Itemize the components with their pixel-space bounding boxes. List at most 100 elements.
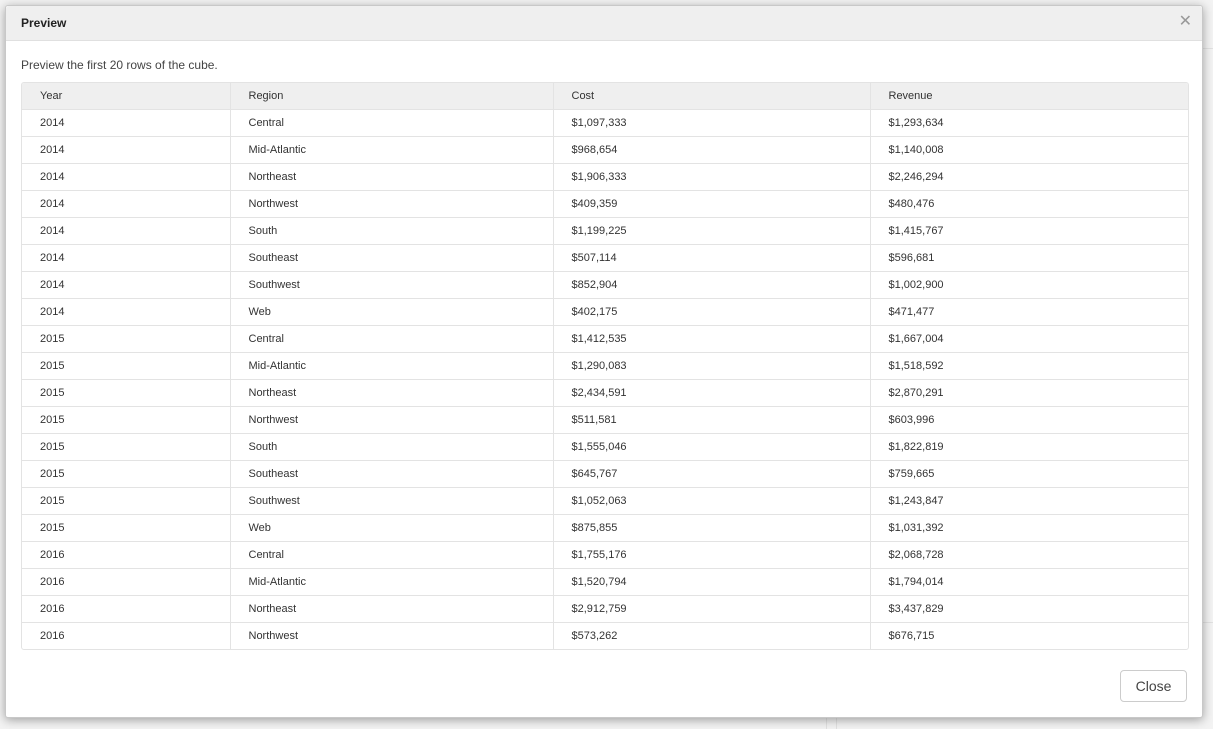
table-row: 2015 Northeast $2,434,591 $2,870,291 (22, 379, 1188, 407)
cell-cost: $1,520,794 (553, 568, 871, 596)
cell-year: 2015 (22, 352, 231, 380)
cell-cost: $2,434,591 (553, 379, 871, 407)
cell-region: Northwest (230, 622, 554, 649)
cell-cost: $402,175 (553, 298, 871, 326)
table-row: 2014 Southwest $852,904 $1,002,900 (22, 271, 1188, 299)
cell-year: 2016 (22, 595, 231, 623)
cell-cost: $2,912,759 (553, 595, 871, 623)
cell-region: Mid-Atlantic (230, 568, 554, 596)
cell-cost: $1,906,333 (553, 163, 871, 191)
cell-cost: $852,904 (553, 271, 871, 299)
cell-region: Central (230, 325, 554, 353)
background-divider (836, 718, 837, 729)
cell-year: 2016 (22, 568, 231, 596)
table-row: 2015 Southeast $645,767 $759,665 (22, 460, 1188, 488)
cell-cost: $968,654 (553, 136, 871, 164)
table-row: 2014 Web $402,175 $471,477 (22, 298, 1188, 326)
column-header-cost: Cost (553, 83, 871, 110)
cell-region: Southeast (230, 460, 554, 488)
cell-revenue: $1,822,819 (870, 433, 1188, 461)
cell-revenue: $2,068,728 (870, 541, 1188, 569)
cell-revenue: $1,794,014 (870, 568, 1188, 596)
table-row: 2015 Web $875,855 $1,031,392 (22, 514, 1188, 542)
table-row: 2015 Central $1,412,535 $1,667,004 (22, 325, 1188, 353)
cell-revenue: $2,246,294 (870, 163, 1188, 191)
column-header-region: Region (230, 83, 554, 110)
cell-revenue: $603,996 (870, 406, 1188, 434)
cell-cost: $507,114 (553, 244, 871, 272)
table-row: 2016 Northeast $2,912,759 $3,437,829 (22, 595, 1188, 623)
table-row: 2014 South $1,199,225 $1,415,767 (22, 217, 1188, 245)
cell-year: 2015 (22, 514, 231, 542)
cell-region: South (230, 217, 554, 245)
cell-region: Southwest (230, 271, 554, 299)
cell-revenue: $1,140,008 (870, 136, 1188, 164)
cell-region: Northeast (230, 379, 554, 407)
table-row: 2014 Northeast $1,906,333 $2,246,294 (22, 163, 1188, 191)
cell-region: Central (230, 109, 554, 137)
cell-year: 2016 (22, 622, 231, 649)
dialog-title: Preview (21, 16, 67, 30)
table-row: 2015 Mid-Atlantic $1,290,083 $1,518,592 (22, 352, 1188, 380)
cell-cost: $1,097,333 (553, 109, 871, 137)
cell-year: 2014 (22, 271, 231, 299)
cell-revenue: $1,518,592 (870, 352, 1188, 380)
cell-year: 2015 (22, 325, 231, 353)
cell-revenue: $1,293,634 (870, 109, 1188, 137)
table-row: 2015 South $1,555,046 $1,822,819 (22, 433, 1188, 461)
close-icon[interactable]: ✕ (1178, 13, 1192, 30)
cell-cost: $1,290,083 (553, 352, 871, 380)
column-header-revenue: Revenue (870, 83, 1188, 110)
cell-revenue: $480,476 (870, 190, 1188, 218)
preview-dialog: Preview ✕ Preview the first 20 rows of t… (5, 5, 1203, 718)
cell-cost: $511,581 (553, 406, 871, 434)
cell-cost: $573,262 (553, 622, 871, 649)
cell-region: Northwest (230, 190, 554, 218)
cell-region: Southeast (230, 244, 554, 272)
cell-revenue: $1,002,900 (870, 271, 1188, 299)
cell-cost: $409,359 (553, 190, 871, 218)
cell-year: 2014 (22, 298, 231, 326)
table-header-row: Year Region Cost Revenue (22, 83, 1188, 110)
dialog-description: Preview the first 20 rows of the cube. (21, 58, 218, 72)
table-row: 2014 Southeast $507,114 $596,681 (22, 244, 1188, 272)
cell-revenue: $759,665 (870, 460, 1188, 488)
cell-region: Northeast (230, 595, 554, 623)
cell-revenue: $3,437,829 (870, 595, 1188, 623)
table-row: 2015 Northwest $511,581 $603,996 (22, 406, 1188, 434)
table-row: 2015 Southwest $1,052,063 $1,243,847 (22, 487, 1188, 515)
cell-cost: $1,755,176 (553, 541, 871, 569)
cell-year: 2014 (22, 163, 231, 191)
cell-year: 2016 (22, 541, 231, 569)
cell-region: Mid-Atlantic (230, 136, 554, 164)
cell-region: Mid-Atlantic (230, 352, 554, 380)
cell-region: Web (230, 298, 554, 326)
cell-revenue: $1,031,392 (870, 514, 1188, 542)
close-button[interactable]: Close (1120, 670, 1187, 702)
cell-year: 2015 (22, 487, 231, 515)
cell-year: 2014 (22, 136, 231, 164)
cell-revenue: $471,477 (870, 298, 1188, 326)
cell-region: Central (230, 541, 554, 569)
cell-revenue: $596,681 (870, 244, 1188, 272)
table-row: 2014 Central $1,097,333 $1,293,634 (22, 109, 1188, 137)
cell-year: 2014 (22, 217, 231, 245)
dialog-header: Preview ✕ (6, 6, 1202, 41)
cell-revenue: $676,715 (888, 630, 935, 642)
preview-table: Year Region Cost Revenue 2014 Central $1,097,… (21, 82, 1189, 650)
background-divider (826, 718, 827, 729)
cell-year: 2014 (22, 244, 231, 272)
cell-year: 2015 (22, 406, 231, 434)
table-row: 2016 Northwest $573,262 $676,715 (22, 622, 1188, 649)
cell-region: Northeast (230, 163, 554, 191)
cell-revenue: $2,870,291 (870, 379, 1188, 407)
column-header-year: Year (22, 83, 231, 110)
cell-revenue: $1,667,004 (870, 325, 1188, 353)
cell-region: Southwest (230, 487, 554, 515)
table-row: 2014 Mid-Atlantic $968,654 $1,140,008 (22, 136, 1188, 164)
cell-year: 2015 (22, 379, 231, 407)
table-row: 2016 Central $1,755,176 $2,068,728 (22, 541, 1188, 569)
cell-year: 2014 (22, 190, 231, 218)
cell-region: Web (230, 514, 554, 542)
cell-revenue: $1,415,767 (870, 217, 1188, 245)
